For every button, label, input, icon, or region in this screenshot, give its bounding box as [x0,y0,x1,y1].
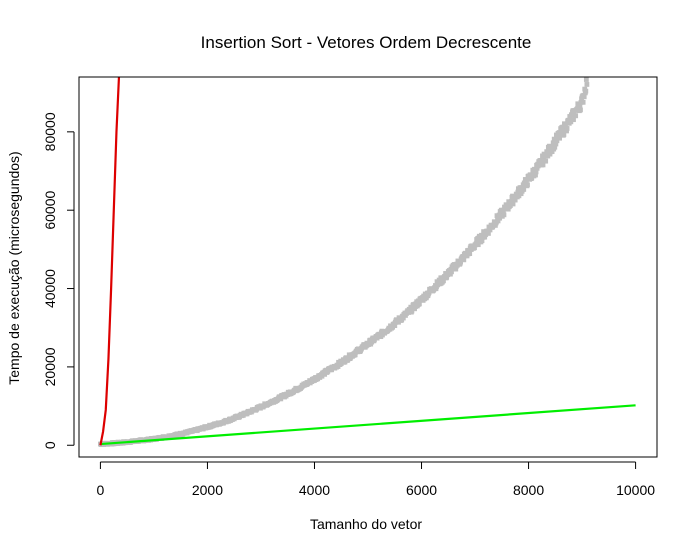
data-point [453,266,459,272]
x-axis-label: Tamanho do vetor [310,516,422,532]
data-point [585,71,590,76]
y-tick-label: 60000 [42,191,58,230]
data-point [449,269,454,275]
data-point [406,310,412,315]
x-tick-label: 2000 [192,482,223,498]
data-point [475,242,481,248]
data-point [553,141,559,147]
data-point [550,140,556,146]
data-point [512,197,518,203]
y-tick-label: 40000 [42,269,58,308]
data-point [559,128,565,134]
x-tick-label: 6000 [406,482,437,498]
data-point [352,352,358,358]
data-point [467,251,473,256]
data-point [441,278,446,284]
series-points [98,71,590,448]
data-point [573,113,579,119]
data-point [569,112,575,118]
data-point [458,259,463,265]
data-point [560,124,566,130]
data-point [543,158,549,164]
data-point [479,238,485,244]
data-point [495,218,501,224]
data-point [533,172,538,178]
data-point [564,126,570,131]
data-point [400,315,406,321]
series-line [100,404,636,446]
plot-frame [78,76,658,458]
data-point [501,212,507,218]
x-tick-label: 4000 [299,482,330,498]
data-point [535,163,541,169]
data-point [584,82,590,87]
data-point [487,227,493,233]
data-point [472,245,477,251]
x-tick-label: 10000 [616,482,655,498]
data-point [444,274,450,280]
data-point [497,215,503,221]
data-point [563,121,568,127]
axes: 0 2000 4000 6000 8000 10000 0 20000 40000 60000 80… [42,112,655,498]
data-point [505,206,511,212]
data-point [568,119,574,125]
data-point [549,149,555,154]
y-tick-label: 80000 [42,112,58,151]
data-point [561,132,567,137]
data-point [521,187,527,192]
data-point [552,144,558,150]
data-point [581,94,587,100]
data-point [278,396,284,402]
data-point [583,88,589,94]
chart-title: Insertion Sort - Vetores Ordem Decrescen… [201,33,532,52]
data-point [557,135,562,141]
y-axis-label: Tempo de execução (microsegundos) [6,151,22,384]
data-point [445,272,451,278]
data-point [540,162,546,168]
data-point [392,323,398,329]
data-point [525,182,530,188]
data-point [577,103,583,109]
data-point [554,138,560,144]
y-tick-label: 20000 [42,347,58,386]
x-tick-label: 0 [97,482,105,498]
data-point [571,117,576,123]
plot-area [98,71,636,448]
data-point [532,166,537,172]
data-point [533,169,539,175]
series-line [99,77,121,446]
data-point [510,201,516,207]
data-point [578,107,583,113]
data-point [486,231,491,236]
data-point [374,335,380,341]
data-point [416,301,422,307]
data-point [564,128,569,134]
data-point [461,257,467,263]
data-point [523,177,529,182]
data-point [580,99,586,105]
x-tick-label: 8000 [513,482,544,498]
y-tick-label: 0 [42,441,58,449]
data-point [409,308,415,314]
data-point [583,77,589,82]
